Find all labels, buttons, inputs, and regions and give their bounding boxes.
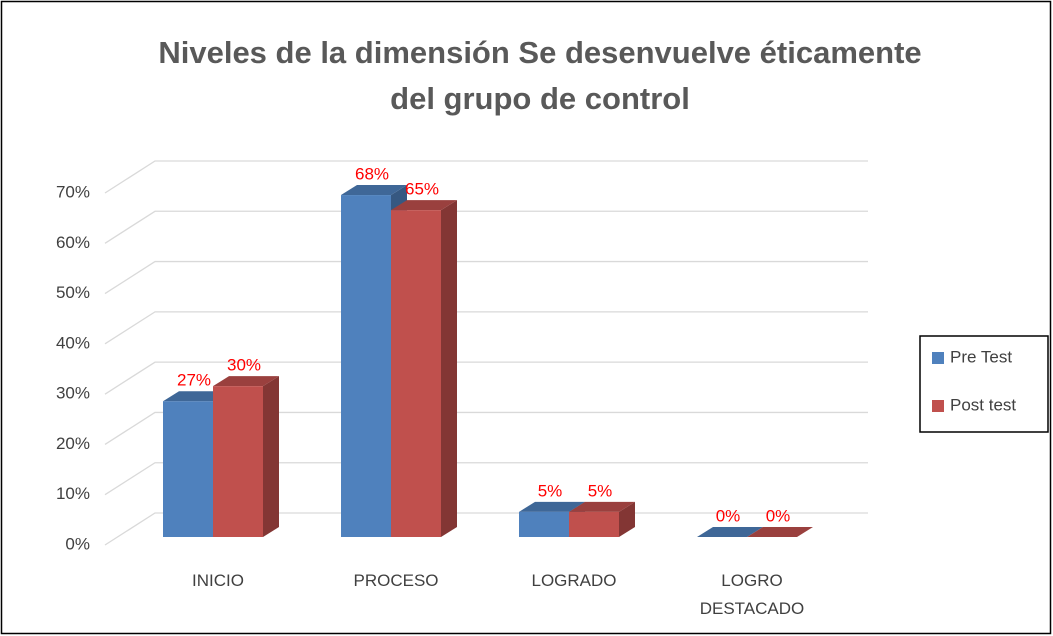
value-label: 27%	[177, 371, 211, 390]
bar	[519, 511, 569, 537]
bar-top	[569, 501, 635, 512]
x-tick-label: LOGRO DESTACADO	[699, 571, 805, 618]
y-tick-label: 40%	[56, 333, 90, 352]
bar-top	[163, 391, 229, 402]
legend-label: Post test	[950, 395, 1016, 414]
bar-top	[341, 185, 407, 196]
bar	[213, 386, 263, 537]
value-label: 0%	[716, 506, 741, 525]
legend-label: Pre Test	[950, 347, 1012, 366]
bar	[569, 511, 619, 537]
value-label: 65%	[405, 180, 439, 199]
bar	[391, 210, 441, 537]
bar-side	[441, 200, 457, 537]
grid-line	[104, 160, 868, 194]
bar-top	[519, 501, 585, 512]
x-tick-label: PROCESO	[353, 571, 439, 590]
chart-title: Niveles de la dimensión Se desenvuelve é…	[158, 35, 922, 116]
value-label: 30%	[227, 356, 261, 375]
legend-box	[919, 335, 1049, 433]
bar-top	[697, 527, 763, 537]
x-tick-label: INICIO	[192, 571, 244, 590]
grid-line	[104, 361, 868, 395]
y-tick-label: 70%	[56, 182, 90, 201]
legend-swatch	[932, 352, 944, 364]
value-label: 0%	[766, 506, 791, 525]
grid-line	[104, 210, 868, 244]
y-tick-label: 60%	[56, 233, 90, 252]
legend-swatch	[932, 400, 944, 412]
grid-line	[104, 411, 868, 445]
y-tick-label: 50%	[56, 283, 90, 302]
bar	[341, 195, 391, 538]
grid-line	[104, 311, 868, 345]
bar-side	[263, 376, 279, 537]
value-label: 5%	[588, 481, 613, 500]
bar-side	[619, 501, 635, 537]
bar-top	[213, 376, 279, 387]
grid-line	[104, 462, 868, 496]
y-tick-label: 10%	[56, 484, 90, 503]
bar-top	[391, 200, 457, 211]
y-tick-label: 30%	[56, 384, 90, 403]
bar-top	[747, 527, 813, 537]
y-tick-label: 0%	[65, 534, 90, 553]
value-label: 68%	[355, 165, 389, 184]
x-tick-label: LOGRADO	[531, 571, 617, 590]
bar	[163, 401, 213, 537]
y-tick-label: 20%	[56, 434, 90, 453]
value-label: 5%	[538, 481, 563, 500]
grid-line	[104, 260, 868, 295]
